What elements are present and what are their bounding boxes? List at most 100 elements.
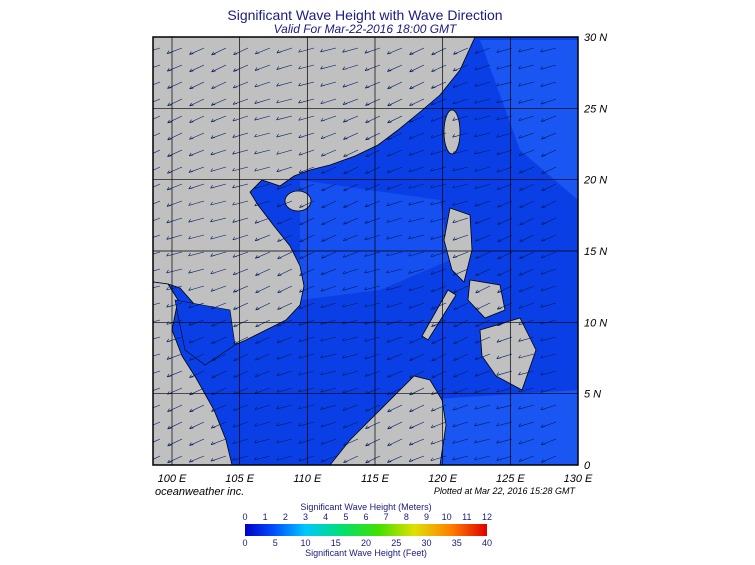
wave-arrow — [232, 98, 249, 105]
wave-arrow — [430, 183, 447, 189]
wave-arrow — [342, 115, 359, 123]
wave-arrow — [254, 234, 271, 242]
wave-arrow — [320, 370, 337, 376]
meters-tick: 2 — [283, 512, 288, 522]
wave-arrow — [188, 336, 205, 344]
wave-arrow — [364, 47, 381, 54]
wave-arrow — [408, 149, 425, 156]
wave-arrow — [167, 149, 183, 157]
wave-arrow — [541, 183, 557, 192]
wave-arrow — [276, 336, 293, 344]
wave-arrow — [277, 268, 293, 277]
lat-label: 30 N — [584, 32, 607, 44]
wave-arrow — [166, 200, 183, 207]
wave-arrow — [430, 166, 447, 172]
wave-arrow — [255, 336, 271, 344]
wave-arrow — [496, 132, 513, 138]
lon-label: 130 E — [564, 473, 593, 485]
wave-arrow — [431, 47, 447, 56]
wave-arrow — [365, 183, 381, 191]
wave-arrow — [320, 302, 337, 309]
wave-arrow — [386, 217, 403, 223]
wave-arrow — [452, 149, 469, 155]
wave-arrow — [320, 336, 337, 342]
wave-arrow — [188, 200, 205, 206]
wave-arrow — [189, 98, 205, 107]
lon-label: 100 E — [158, 473, 187, 485]
wave-arrow — [496, 47, 513, 53]
wave-arrow — [276, 115, 293, 121]
wave-arrow — [189, 81, 205, 90]
wave-arrow — [518, 115, 535, 122]
wave-arrow — [166, 217, 183, 224]
wave-arrow — [298, 115, 315, 121]
wave-arrow — [453, 336, 469, 345]
wave-arrow — [153, 421, 161, 426]
wave-arrow — [299, 285, 315, 293]
wave-arrow — [364, 285, 381, 291]
wave-arrow — [474, 370, 491, 377]
wave-arrow — [452, 404, 469, 411]
wave-arrow — [364, 302, 381, 308]
wave-arrow — [321, 149, 337, 157]
wave-arrow — [153, 251, 161, 255]
lat-label: 25 N — [583, 103, 607, 115]
wave-arrow — [153, 183, 161, 188]
wave-arrow — [452, 98, 469, 105]
wave-arrow — [452, 200, 469, 206]
wave-arrow — [540, 64, 557, 70]
wave-arrow — [211, 336, 227, 344]
wave-arrow — [541, 200, 557, 209]
wave-arrow — [496, 455, 513, 461]
wave-arrow — [474, 81, 491, 87]
wave-arrow — [387, 370, 403, 378]
wave-arrow — [188, 251, 205, 257]
wave-arrow — [189, 132, 205, 140]
wave-arrow — [210, 234, 227, 240]
wave-arrow — [540, 132, 557, 140]
wave-arrow — [474, 200, 491, 207]
wave-arrow — [189, 353, 205, 361]
wave-arrow — [540, 47, 557, 53]
wave-arrow — [452, 81, 469, 88]
wave-arrow — [342, 251, 359, 258]
wave-arrow — [167, 455, 183, 464]
wave-arrow — [320, 115, 337, 122]
wave-arrow — [496, 370, 513, 376]
wave-arrow — [189, 115, 205, 124]
wave-arrow — [452, 64, 469, 72]
wave-arrow — [497, 251, 513, 260]
wave-arrow — [255, 302, 271, 311]
land-luzon — [443, 207, 473, 283]
wave-arrow — [210, 285, 227, 292]
wave-arrow — [166, 64, 183, 72]
wave-arrow — [342, 336, 359, 342]
wave-arrow — [387, 98, 403, 107]
wave-arrow — [387, 132, 403, 141]
wave-arrow — [153, 200, 161, 205]
wave-arrow — [233, 319, 249, 328]
wave-arrow — [210, 132, 227, 139]
wave-arrow — [167, 98, 183, 107]
lat-label: 5 N — [584, 389, 601, 401]
wave-arrow — [387, 64, 403, 72]
wave-arrow — [408, 132, 425, 140]
wave-arrow — [321, 200, 337, 209]
wave-arrow — [298, 302, 315, 310]
wave-arrow — [320, 438, 337, 445]
feet-tick: 30 — [421, 538, 431, 548]
wave-arrow — [320, 421, 337, 428]
wave-arrow — [496, 353, 513, 360]
wave-arrow — [277, 217, 293, 225]
wave-arrow — [452, 455, 469, 461]
wave-arrow — [541, 234, 557, 242]
wave-arrow — [276, 98, 293, 104]
wave-arrow — [210, 302, 227, 310]
wave-arrow — [343, 166, 359, 175]
wave-arrow — [233, 285, 249, 293]
wave-arrow — [153, 336, 161, 340]
wave-arrow — [277, 285, 293, 294]
wave-arrow — [298, 404, 315, 410]
wave-arrow — [452, 183, 469, 189]
title: Significant Wave Height with Wave Direct… — [227, 7, 502, 23]
